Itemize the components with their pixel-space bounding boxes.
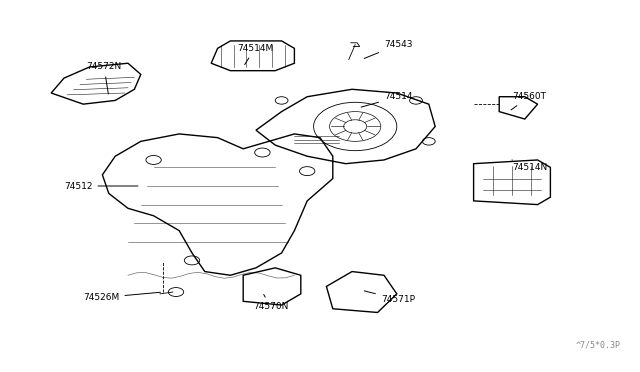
Text: 74512: 74512	[64, 182, 138, 190]
Text: ^7/5*0.3P: ^7/5*0.3P	[576, 341, 621, 350]
Text: 74514N: 74514N	[512, 160, 547, 172]
Text: 74526M: 74526M	[83, 292, 161, 302]
Text: 74514: 74514	[361, 92, 413, 107]
Text: 74572N: 74572N	[86, 62, 122, 94]
Text: 74570N: 74570N	[253, 295, 288, 311]
Text: 74543: 74543	[364, 40, 413, 58]
Text: 74514M: 74514M	[237, 44, 273, 65]
Text: 74560T: 74560T	[511, 92, 546, 110]
Text: 74571P: 74571P	[364, 291, 415, 304]
